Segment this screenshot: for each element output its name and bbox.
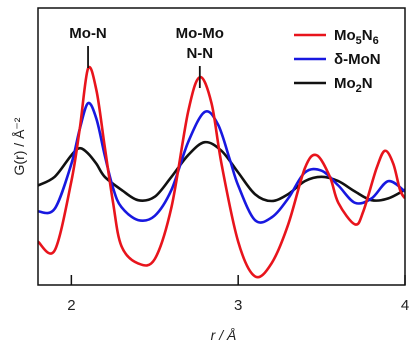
x-tick-label: 3: [234, 297, 242, 314]
peak-annotation-label: Mo-Mo: [176, 25, 224, 42]
x-tick-label: 4: [401, 297, 409, 314]
y-axis-title: G(r) / Å⁻²: [11, 117, 27, 175]
peak-annotation-label: N-N: [186, 45, 213, 62]
peak-annotations: Mo-N Mo-Mo N-N: [69, 25, 224, 88]
legend-entry: δ-MoN: [334, 51, 381, 68]
x-axis-ticks: 2 3 4: [67, 275, 409, 314]
x-tick-label: 2: [67, 297, 75, 314]
x-axis-title: r / Å: [211, 327, 237, 343]
legend-entry: Mo5N6: [334, 27, 379, 47]
series-line-mo5n6: [38, 65, 405, 279]
series-line-mo2n: [38, 140, 405, 203]
peak-annotation-label: Mo-N: [69, 25, 107, 42]
legend: Mo5N6 δ-MoN Mo2N: [294, 27, 381, 95]
legend-entry: Mo2N: [334, 75, 373, 95]
series-line--mon: [38, 101, 405, 224]
plot-lines: [38, 65, 405, 279]
plot-frame: [37, 7, 406, 286]
